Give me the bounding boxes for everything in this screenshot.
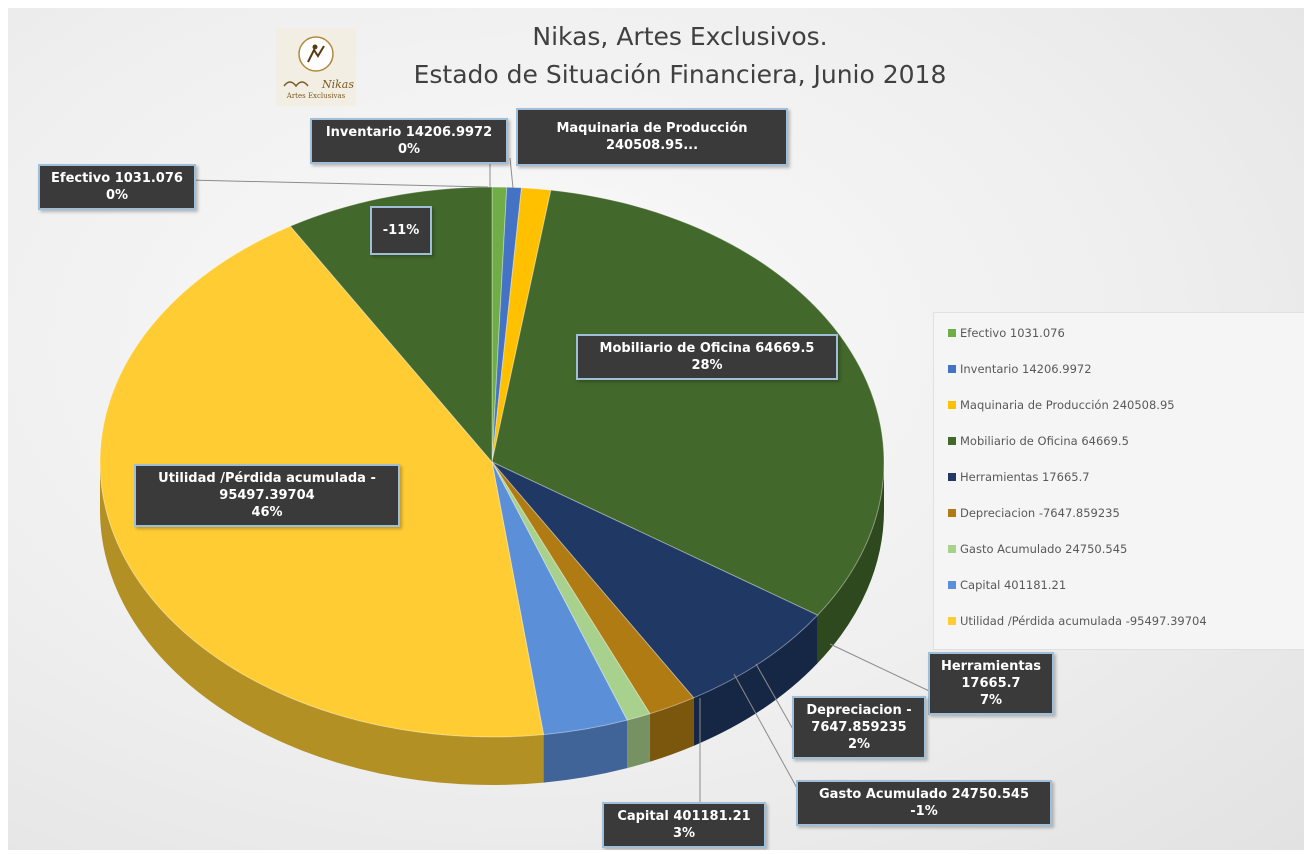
pie-slice-mobiliario — [491, 189, 885, 616]
data-label-value: 95497.39704 — [219, 488, 315, 503]
pie-slice-side-gasto — [627, 713, 650, 769]
legend-swatch — [948, 509, 956, 517]
legend-label: Inventario 14206.9972 — [960, 362, 1092, 376]
pie-side-walls — [100, 462, 884, 786]
data-label-percent: -1% — [910, 804, 938, 819]
data-label-text: Capital 401181.21 — [617, 809, 751, 824]
logo-text: Nikas — [321, 78, 354, 91]
pie-slice-side-capital — [543, 720, 628, 783]
data-label-percent: 2% — [847, 737, 871, 752]
data-label-inventario: Inventario 14206.9972 0% — [310, 118, 508, 164]
pie-slice-side-depreciacion — [649, 697, 694, 762]
data-label-value: 240508.95... — [605, 138, 699, 153]
data-label-gasto: Gasto Acumulado 24750.545 -1% — [796, 780, 1052, 826]
company-logo: Nikas — [276, 28, 356, 106]
leader-line — [509, 157, 514, 189]
legend-item-maquinaria: Maquinaria de Producción 240508.95 — [948, 395, 1175, 415]
data-label-text: Inventario 14206.9972 — [325, 125, 493, 140]
legend-swatch — [948, 617, 956, 625]
chart-frame: Nikas Artes Exclusivas Nikas, Artes Excl… — [8, 8, 1304, 850]
data-label-percent: -11% — [382, 223, 420, 238]
pie-slice-efectivo — [491, 186, 508, 463]
data-label-efectivo: Efectivo 1031.076 0% — [38, 164, 196, 210]
leader-line — [829, 643, 945, 699]
data-label-text: Herramientas — [940, 659, 1042, 674]
legend-item-capital: Capital 401181.21 — [948, 575, 1066, 595]
pie-slice-herramientas — [491, 461, 819, 699]
leader-line — [755, 663, 799, 739]
legend-label: Depreciacion -7647.859235 — [960, 506, 1120, 520]
data-label-herramientas: Herramientas 17665.7 7% — [928, 652, 1054, 715]
legend-swatch — [948, 329, 956, 337]
legend-item-efectivo: Efectivo 1031.076 — [948, 323, 1065, 343]
data-label-percent: 0% — [397, 142, 421, 157]
data-label-percent: 7% — [979, 693, 1003, 708]
data-label-text: Efectivo 1031.076 — [51, 171, 183, 186]
legend-swatch — [948, 473, 956, 481]
logo-caption: Artes Exclusivas — [286, 92, 346, 100]
data-label-maquinaria-percent: -11% — [370, 206, 432, 255]
legend-label: Efectivo 1031.076 — [960, 326, 1065, 340]
pie-slice-side-herramientas — [693, 615, 818, 746]
legend-item-mobiliario: Mobiliario de Oficina 64669.5 — [948, 431, 1129, 451]
data-label-text: Utilidad /Pérdida acumulada - — [158, 471, 376, 486]
data-label-text: Mobiliario de Oficina 64669.5 — [599, 341, 815, 356]
pie-slice-gasto — [491, 461, 651, 721]
data-label-percent: 3% — [672, 826, 696, 841]
data-label-percent: 46% — [251, 505, 283, 520]
data-label-value: 17665.7 — [961, 676, 1021, 691]
data-label-utilidad: Utilidad /Pérdida acumulada - 95497.3970… — [134, 464, 400, 527]
pie-slice-maquinaria — [491, 187, 552, 463]
legend-label: Mobiliario de Oficina 64669.5 — [960, 434, 1129, 448]
data-label-mobiliario: Mobiliario de Oficina 64669.5 28% — [576, 334, 838, 380]
chart-title-line2: Estado de Situación Financiera, Junio 20… — [413, 60, 947, 89]
leader-line — [187, 179, 489, 188]
legend-label: Utilidad /Pérdida acumulada -95497.39704 — [960, 614, 1207, 628]
data-label-maquinaria: Maquinaria de Producción 240508.95... — [516, 108, 788, 166]
legend-item-utilidad: Utilidad /Pérdida acumulada -95497.39704 — [948, 611, 1207, 631]
pie-slice-side-mobiliario — [817, 462, 884, 664]
legend-swatch — [948, 437, 956, 445]
legend-label: Gasto Acumulado 24750.545 — [960, 542, 1128, 556]
pie-slice-side-utilidad — [100, 462, 544, 786]
legend-label: Herramientas 17665.7 — [960, 470, 1090, 484]
pie-slice-inventario — [491, 186, 523, 463]
legend-item-gasto: Gasto Acumulado 24750.545 — [948, 539, 1127, 559]
data-label-text: Depreciacion - — [806, 703, 912, 718]
legend-item-depreciacion: Depreciacion -7647.859235 — [948, 503, 1120, 523]
legend-label: Capital 401181.21 — [960, 578, 1067, 592]
data-label-text: Gasto Acumulado 24750.545 — [819, 787, 1029, 802]
data-label-value: 7647.859235 — [811, 720, 907, 735]
chart-title-line1: Nikas, Artes Exclusivos. — [532, 22, 828, 51]
data-label-text: Maquinaria de Producción — [556, 121, 748, 136]
legend-item-herramientas: Herramientas 17665.7 — [948, 467, 1090, 487]
pie-slice-capital — [491, 461, 628, 736]
logo-icon: Nikas — [276, 28, 356, 106]
data-label-percent: 28% — [691, 358, 723, 373]
legend-swatch — [948, 581, 956, 589]
pie-slice-depreciacion — [491, 461, 695, 715]
legend-swatch — [948, 365, 956, 373]
legend-item-inventario: Inventario 14206.9972 — [948, 359, 1092, 379]
pie-chart — [99, 157, 945, 809]
leader-lines — [187, 157, 945, 809]
data-label-depreciacion: Depreciacion - 7647.859235 2% — [792, 696, 926, 759]
data-label-capital: Capital 401181.21 3% — [602, 802, 766, 848]
pie-top — [99, 186, 885, 738]
legend-swatch — [948, 545, 956, 553]
data-label-percent: 0% — [105, 188, 129, 203]
legend-label: Maquinaria de Producción 240508.95 — [960, 398, 1175, 412]
legend-swatch — [948, 401, 956, 409]
leader-line — [733, 673, 809, 809]
chart-legend: Efectivo 1031.076 Inventario 14206.9972 … — [933, 312, 1304, 650]
